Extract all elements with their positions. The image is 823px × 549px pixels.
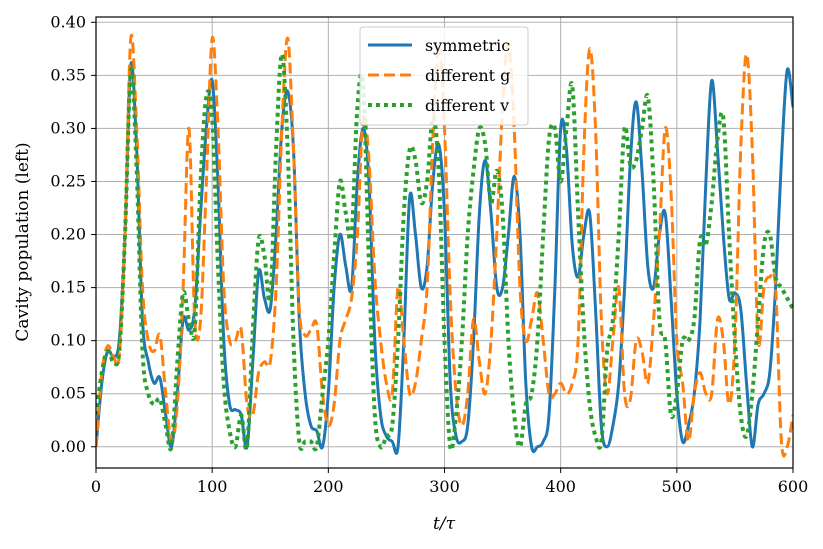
x-tick-label-4: 400 — [545, 477, 576, 496]
x-tick-label-0: 0 — [91, 477, 101, 496]
series-line-different-v — [96, 52, 793, 452]
legend: symmetric different g different v — [359, 26, 529, 126]
y-tick-label-0: 0.00 — [50, 437, 86, 456]
legend-label-symmetric: symmetric — [425, 36, 510, 55]
y-tick-label-5: 0.25 — [50, 171, 86, 190]
axes: 0 100 200 300 400 500 600 0.00 0.05 0.10 0.15 0.20 0… — [50, 12, 808, 496]
legend-label-different-v: different v — [425, 96, 509, 115]
y-axis-label: Cavity population (left) — [13, 142, 33, 341]
x-tick-label-1: 100 — [197, 477, 228, 496]
legend-label-different-g: different g — [425, 66, 510, 85]
y-tick-label-6: 0.30 — [50, 118, 86, 137]
y-tick-label-1: 0.05 — [50, 384, 86, 403]
y-tick-label-2: 0.10 — [50, 331, 86, 350]
x-tick-label-6: 600 — [778, 477, 809, 496]
y-tick-label-3: 0.15 — [50, 278, 86, 297]
x-tick-label-3: 300 — [429, 477, 460, 496]
y-tick-label-7: 0.35 — [50, 65, 86, 84]
x-tick-label-2: 200 — [313, 477, 344, 496]
x-tick-label-5: 500 — [662, 477, 693, 496]
legend-box — [359, 26, 529, 126]
y-tick-label-8: 0.40 — [50, 12, 86, 31]
x-axis-label: t/τ — [433, 514, 456, 534]
y-tick-label-4: 0.20 — [50, 225, 86, 244]
